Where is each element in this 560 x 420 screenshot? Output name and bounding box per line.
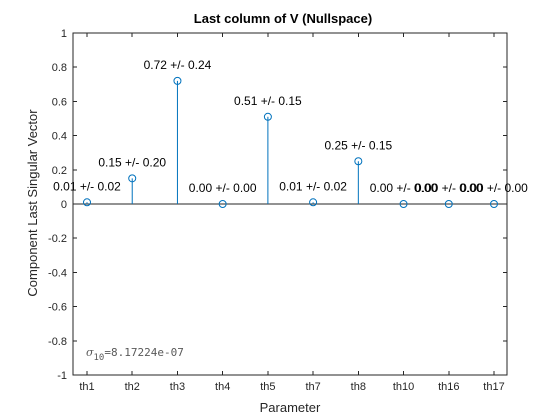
y-tick-label: -1 — [57, 370, 67, 382]
data-label: 0.00 +/- 0.00 — [189, 181, 257, 195]
data-label: 0.01 +/- 0.02 — [279, 179, 347, 193]
data-label: 0.00 +/- 0.00 — [460, 181, 528, 195]
data-labels: 0.01 +/- 0.02 0.15 +/- 0.20 0.72 +/- 0.24 0… — [53, 58, 528, 195]
x-tick-label: th8 — [351, 381, 366, 393]
stem-marker — [128, 174, 137, 183]
x-tick-label: th7 — [305, 381, 320, 393]
y-tick-label: 0.4 — [52, 131, 67, 143]
data-label: 0.00 +/- 0.00 — [415, 181, 483, 195]
data-label: 0.00 +/- 0.00 — [370, 181, 438, 195]
x-tick-label: th3 — [170, 381, 185, 393]
y-tick-label: 0.6 — [52, 96, 67, 108]
y-tick-label: 0.2 — [52, 165, 67, 177]
x-tick-label: th2 — [125, 381, 140, 393]
y-tick-label: -0.2 — [48, 233, 67, 245]
sigma-annotation: σ10=8.17224e-07 — [86, 346, 184, 363]
y-tick-label: 1 — [61, 28, 67, 40]
y-tick-label: -0.4 — [48, 267, 67, 279]
x-axis: th1 th2 th3 th4 th5 th7 th8 th10 th16 th17 — [79, 33, 505, 393]
data-label: 0.15 +/- 0.20 — [98, 155, 166, 169]
x-axis-label: Parameter — [260, 400, 321, 415]
stem-marker — [399, 200, 408, 208]
stem-marker — [309, 198, 318, 207]
y-tick-label: 0 — [61, 199, 67, 211]
x-tick-label: th17 — [483, 381, 504, 393]
stem-series — [83, 76, 498, 208]
y-axis-label: Component Last Singular Vector — [25, 109, 40, 297]
stem-marker — [83, 198, 91, 207]
chart-title: Last column of V (Nullspace) — [194, 11, 372, 26]
stem-marker — [263, 112, 272, 121]
y-axis: -1 -0.8 -0.6 -0.4 -0.2 0 0.2 0.4 0.6 0.8 1 — [48, 28, 507, 382]
data-label: 0.25 +/- 0.15 — [324, 138, 392, 152]
sigma-symbol: σ — [86, 346, 94, 359]
sigma-subscript: 10 — [94, 353, 105, 363]
x-tick-label: th16 — [438, 381, 459, 393]
y-tick-label: -0.6 — [48, 302, 67, 314]
y-tick-label: -0.8 — [48, 336, 67, 348]
data-label: 0.01 +/- 0.02 — [53, 179, 121, 193]
x-tick-label: th1 — [79, 381, 94, 393]
stem-marker — [218, 200, 227, 208]
stem-marker — [354, 157, 363, 166]
data-label: 0.72 +/- 0.24 — [144, 58, 212, 72]
y-tick-label: 0.8 — [52, 62, 67, 74]
x-tick-label: th10 — [393, 381, 414, 393]
stem-marker — [444, 200, 453, 208]
stem-marker — [173, 76, 182, 85]
x-tick-label: th5 — [260, 381, 275, 393]
x-tick-label: th4 — [215, 381, 230, 393]
sigma-value: =8.17224e-07 — [104, 346, 183, 359]
stem-marker — [490, 200, 498, 208]
data-label: 0.51 +/- 0.15 — [234, 94, 302, 108]
